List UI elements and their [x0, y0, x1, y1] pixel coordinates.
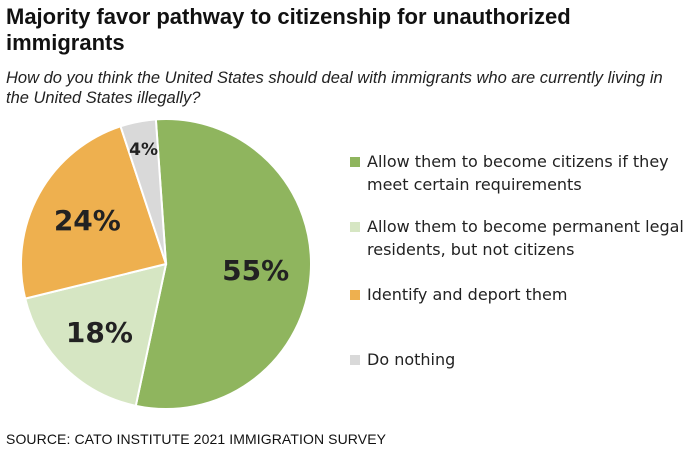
pie-slice-deport — [20, 125, 168, 300]
chart-title: Majority favor pathway to citizenship fo… — [6, 4, 571, 55]
legend-label-permanent: Allow them to become permanent legal res… — [367, 217, 684, 259]
chart-subtitle: How do you think the United States shoul… — [6, 69, 663, 107]
legend-swatch-nothing — [350, 355, 360, 365]
legend-swatch-citizens — [350, 157, 360, 167]
pie-slice-citizens — [134, 118, 312, 410]
legend-label-citizens: Allow them to become citizens if they me… — [367, 152, 669, 194]
slice-label-nothing: 4% — [129, 140, 158, 160]
legend-label-deport: Identify and deport them — [367, 285, 568, 304]
legend-label-nothing: Do nothing — [367, 350, 456, 369]
pie-slice-permanent — [23, 262, 168, 408]
slice-label-permanent: 18% — [66, 316, 133, 349]
legend-swatch-deport — [350, 290, 360, 300]
pie-slice-nothing — [119, 118, 167, 265]
legend-swatch-permanent — [350, 222, 360, 232]
source-note: SOURCE: CATO INSTITUTE 2021 IMMIGRATION … — [6, 431, 387, 447]
slice-label-citizens: 55% — [222, 254, 289, 287]
slice-label-deport: 24% — [54, 204, 121, 237]
